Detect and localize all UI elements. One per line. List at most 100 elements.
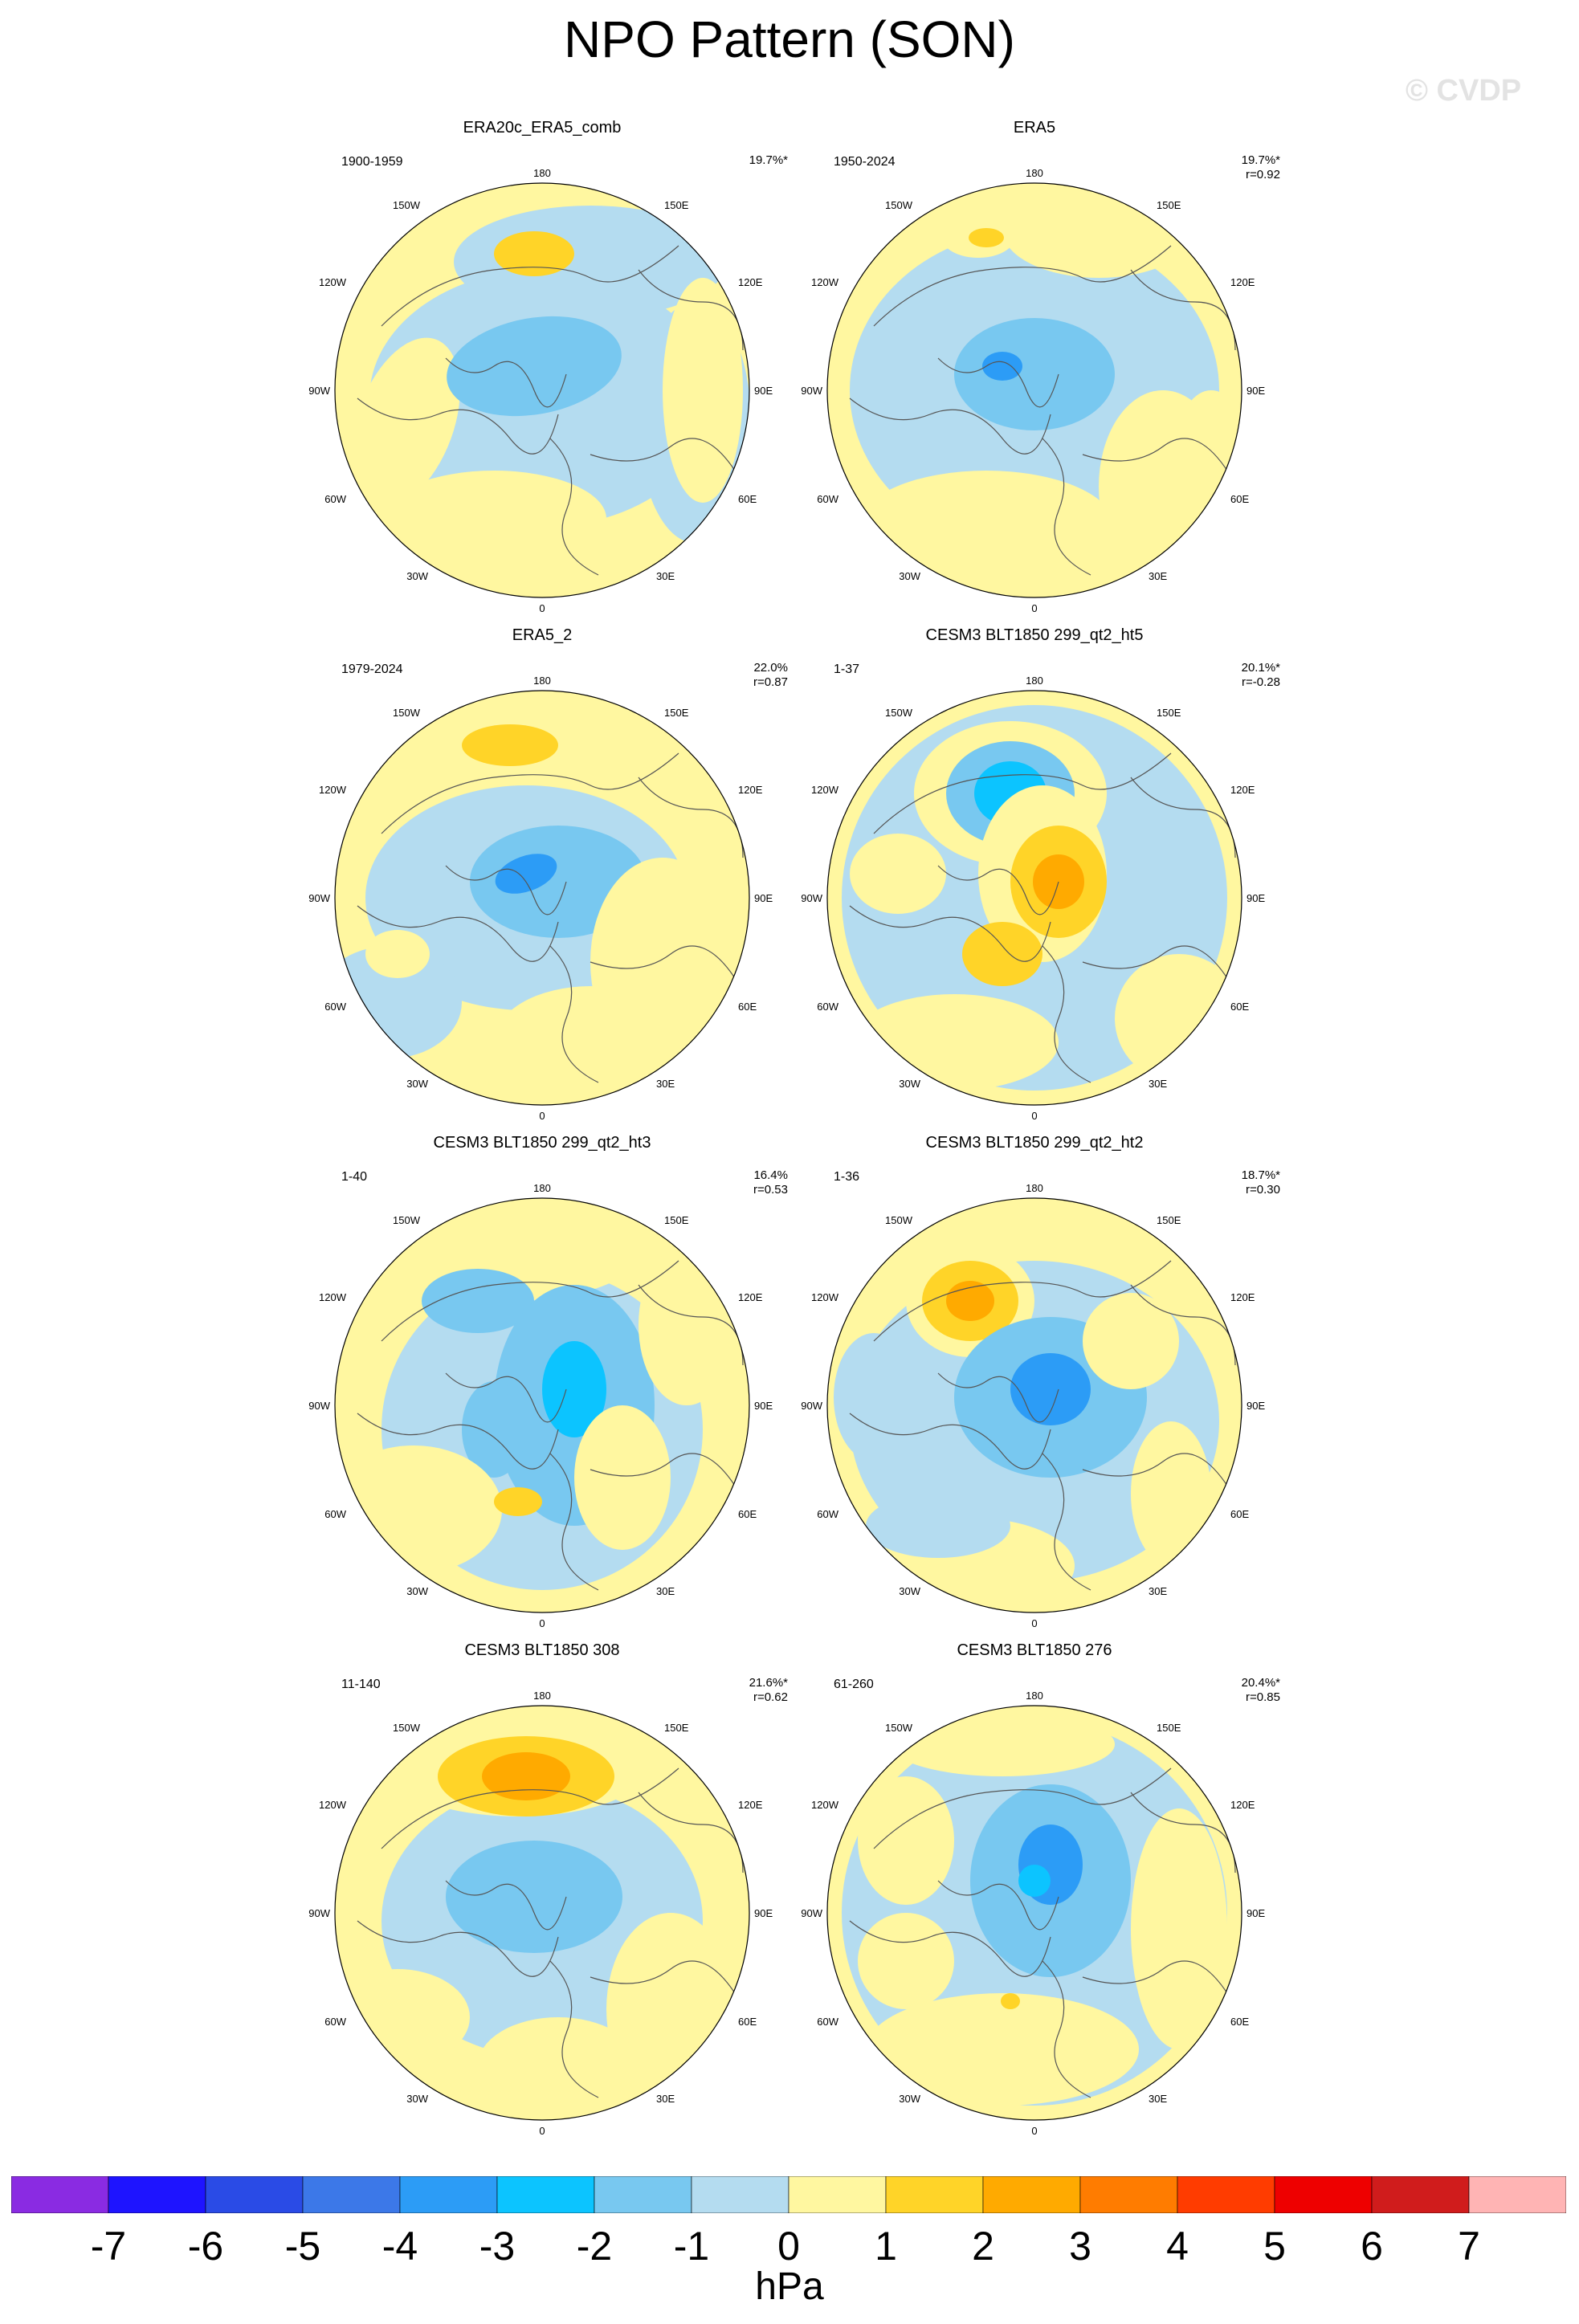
panel-correlation: r=0.87: [753, 675, 788, 689]
field-contour: [422, 1269, 534, 1333]
colorbar-swatch: [594, 2176, 692, 2213]
field-contour: [1001, 1993, 1020, 2009]
longitude-label: 120E: [1230, 276, 1255, 288]
colorbar-tick-label: 4: [1166, 2224, 1189, 2269]
panel-variance: 18.7%*: [1241, 1168, 1280, 1182]
panel-stats: 20.1%* r=-0.28: [1208, 661, 1280, 690]
longitude-label: 120W: [319, 1291, 347, 1303]
colorbar-swatch: [1079, 2176, 1178, 2213]
polar-map: 180 150W 150E 120W 120E 90W 90E 60W 60E 30W 30E 0: [308, 675, 773, 1122]
longitude-label: 30E: [656, 2093, 675, 2105]
longitude-label: 0: [1031, 1110, 1037, 1122]
coastline: [549, 438, 599, 576]
panel-period: 61-260: [834, 1678, 874, 1691]
colorbar-tick-label: -7: [90, 2224, 127, 2269]
longitude-label: 120W: [811, 784, 839, 796]
colorbar-tick-label: 3: [1069, 2224, 1091, 2269]
map-boundary: [334, 690, 750, 1106]
field-contour: [1018, 1865, 1051, 1897]
map-panel: 180 150W 150E 120W 120E 90W 90E 60W 60E 30W 30E 0 E…: [285, 119, 799, 625]
colorbar-tick-label: -6: [187, 2224, 224, 2269]
longitude-label: 90E: [1246, 385, 1265, 397]
coastline: [937, 1880, 1059, 1931]
colorbar-swatch: [691, 2176, 790, 2213]
longitude-label: 90E: [754, 1400, 773, 1412]
coastline: [549, 945, 599, 1083]
field-contour: [1131, 1421, 1211, 1566]
panel-stats: 19.7%*: [716, 153, 788, 168]
map-boundary: [826, 690, 1242, 1106]
colorbar-swatch: [11, 2176, 109, 2213]
longitude-label: 60W: [324, 2016, 346, 2028]
field-contour: [446, 1841, 622, 1953]
longitude-label: 120W: [811, 1799, 839, 1811]
map-panel: 180 150W 150E 120W 120E 90W 90E 60W 60E 30W 30E 0 C…: [777, 1134, 1291, 1640]
longitude-label: 180: [533, 1182, 551, 1194]
panel-stats: 22.0% r=0.87: [716, 661, 788, 690]
field-contour: [858, 471, 1115, 583]
colorbar-tick-label: -1: [673, 2224, 710, 2269]
longitude-label: 30E: [656, 1078, 675, 1090]
field-contour: [639, 1245, 735, 1405]
longitude-label: 150W: [885, 707, 913, 719]
field-contour: [850, 994, 1059, 1091]
longitude-label: 0: [1031, 2125, 1037, 2137]
colorbar-swatch: [885, 2176, 984, 2213]
longitude-label: 90E: [1246, 1907, 1265, 1919]
longitude-label: 90E: [1246, 1400, 1265, 1412]
longitude-label: 120E: [1230, 1799, 1255, 1811]
map-boundary: [826, 182, 1242, 598]
field-contour: [858, 1913, 954, 2009]
panel-variance: 19.7%*: [1241, 153, 1280, 167]
colorbar-swatch: [982, 2176, 1081, 2213]
coastline: [590, 1453, 736, 1486]
longitude-label: 180: [1026, 1690, 1043, 1702]
field-contour: [381, 471, 606, 567]
panel-variance: 16.4%: [753, 1168, 788, 1182]
polar-map: 180 150W 150E 120W 120E 90W 90E 60W 60E 30W 30E 0: [801, 675, 1265, 1122]
panel-stats: 19.7%* r=0.92: [1208, 153, 1280, 182]
coastline: [357, 905, 559, 962]
field-contour: [850, 834, 946, 914]
longitude-label: 150W: [393, 1722, 421, 1734]
map-panel: 180 150W 150E 120W 120E 90W 90E 60W 60E 30W 30E 0 E…: [285, 626, 799, 1132]
field-contour: [954, 318, 1115, 430]
coastline: [590, 438, 736, 471]
longitude-label: 150E: [664, 1722, 689, 1734]
colorbar-tick-label: 7: [1458, 2224, 1480, 2269]
longitude-label: 120W: [811, 1291, 839, 1303]
longitude-label: 30W: [406, 1078, 428, 1090]
panel-variance: 22.0%: [753, 661, 788, 675]
longitude-label: 90W: [801, 1907, 822, 1919]
colorbar-swatch: [1177, 2176, 1275, 2213]
longitude-label: 90E: [754, 892, 773, 904]
longitude-label: 150E: [1157, 707, 1181, 719]
longitude-label: 150E: [664, 707, 689, 719]
field-contour: [663, 278, 743, 503]
longitude-label: 180: [1026, 1182, 1043, 1194]
panel-variance: 20.1%*: [1241, 661, 1280, 675]
field-contour: [982, 352, 1022, 381]
coastline: [849, 1920, 1051, 1977]
longitude-label: 60E: [1230, 493, 1249, 505]
map-boundary: [334, 1705, 750, 2121]
longitude-label: 60E: [738, 493, 757, 505]
longitude-label: 150E: [1157, 1214, 1181, 1226]
longitude-label: 60E: [738, 1508, 757, 1520]
longitude-label: 90W: [308, 892, 330, 904]
longitude-label: 60W: [324, 1001, 346, 1013]
longitude-label: 30E: [656, 570, 675, 582]
longitude-label: 0: [1031, 602, 1037, 614]
field-contour: [482, 1752, 570, 1800]
longitude-label: 60E: [738, 2016, 757, 2028]
map-panel: 180 150W 150E 120W 120E 90W 90E 60W 60E 30W 30E 0 C…: [777, 1641, 1291, 2147]
longitude-label: 150E: [1157, 199, 1181, 211]
field-contour: [866, 1494, 1010, 1558]
longitude-label: 0: [539, 1110, 545, 1122]
panel-period: 11-140: [341, 1678, 381, 1691]
coastline: [873, 1260, 1172, 1342]
coastline: [1042, 1453, 1091, 1591]
panel-title: CESM3 BLT1850 299_qt2_ht3: [433, 1134, 651, 1152]
panel-variance: 20.4%*: [1241, 1676, 1280, 1690]
colorbar-tick-label: 1: [875, 2224, 897, 2269]
